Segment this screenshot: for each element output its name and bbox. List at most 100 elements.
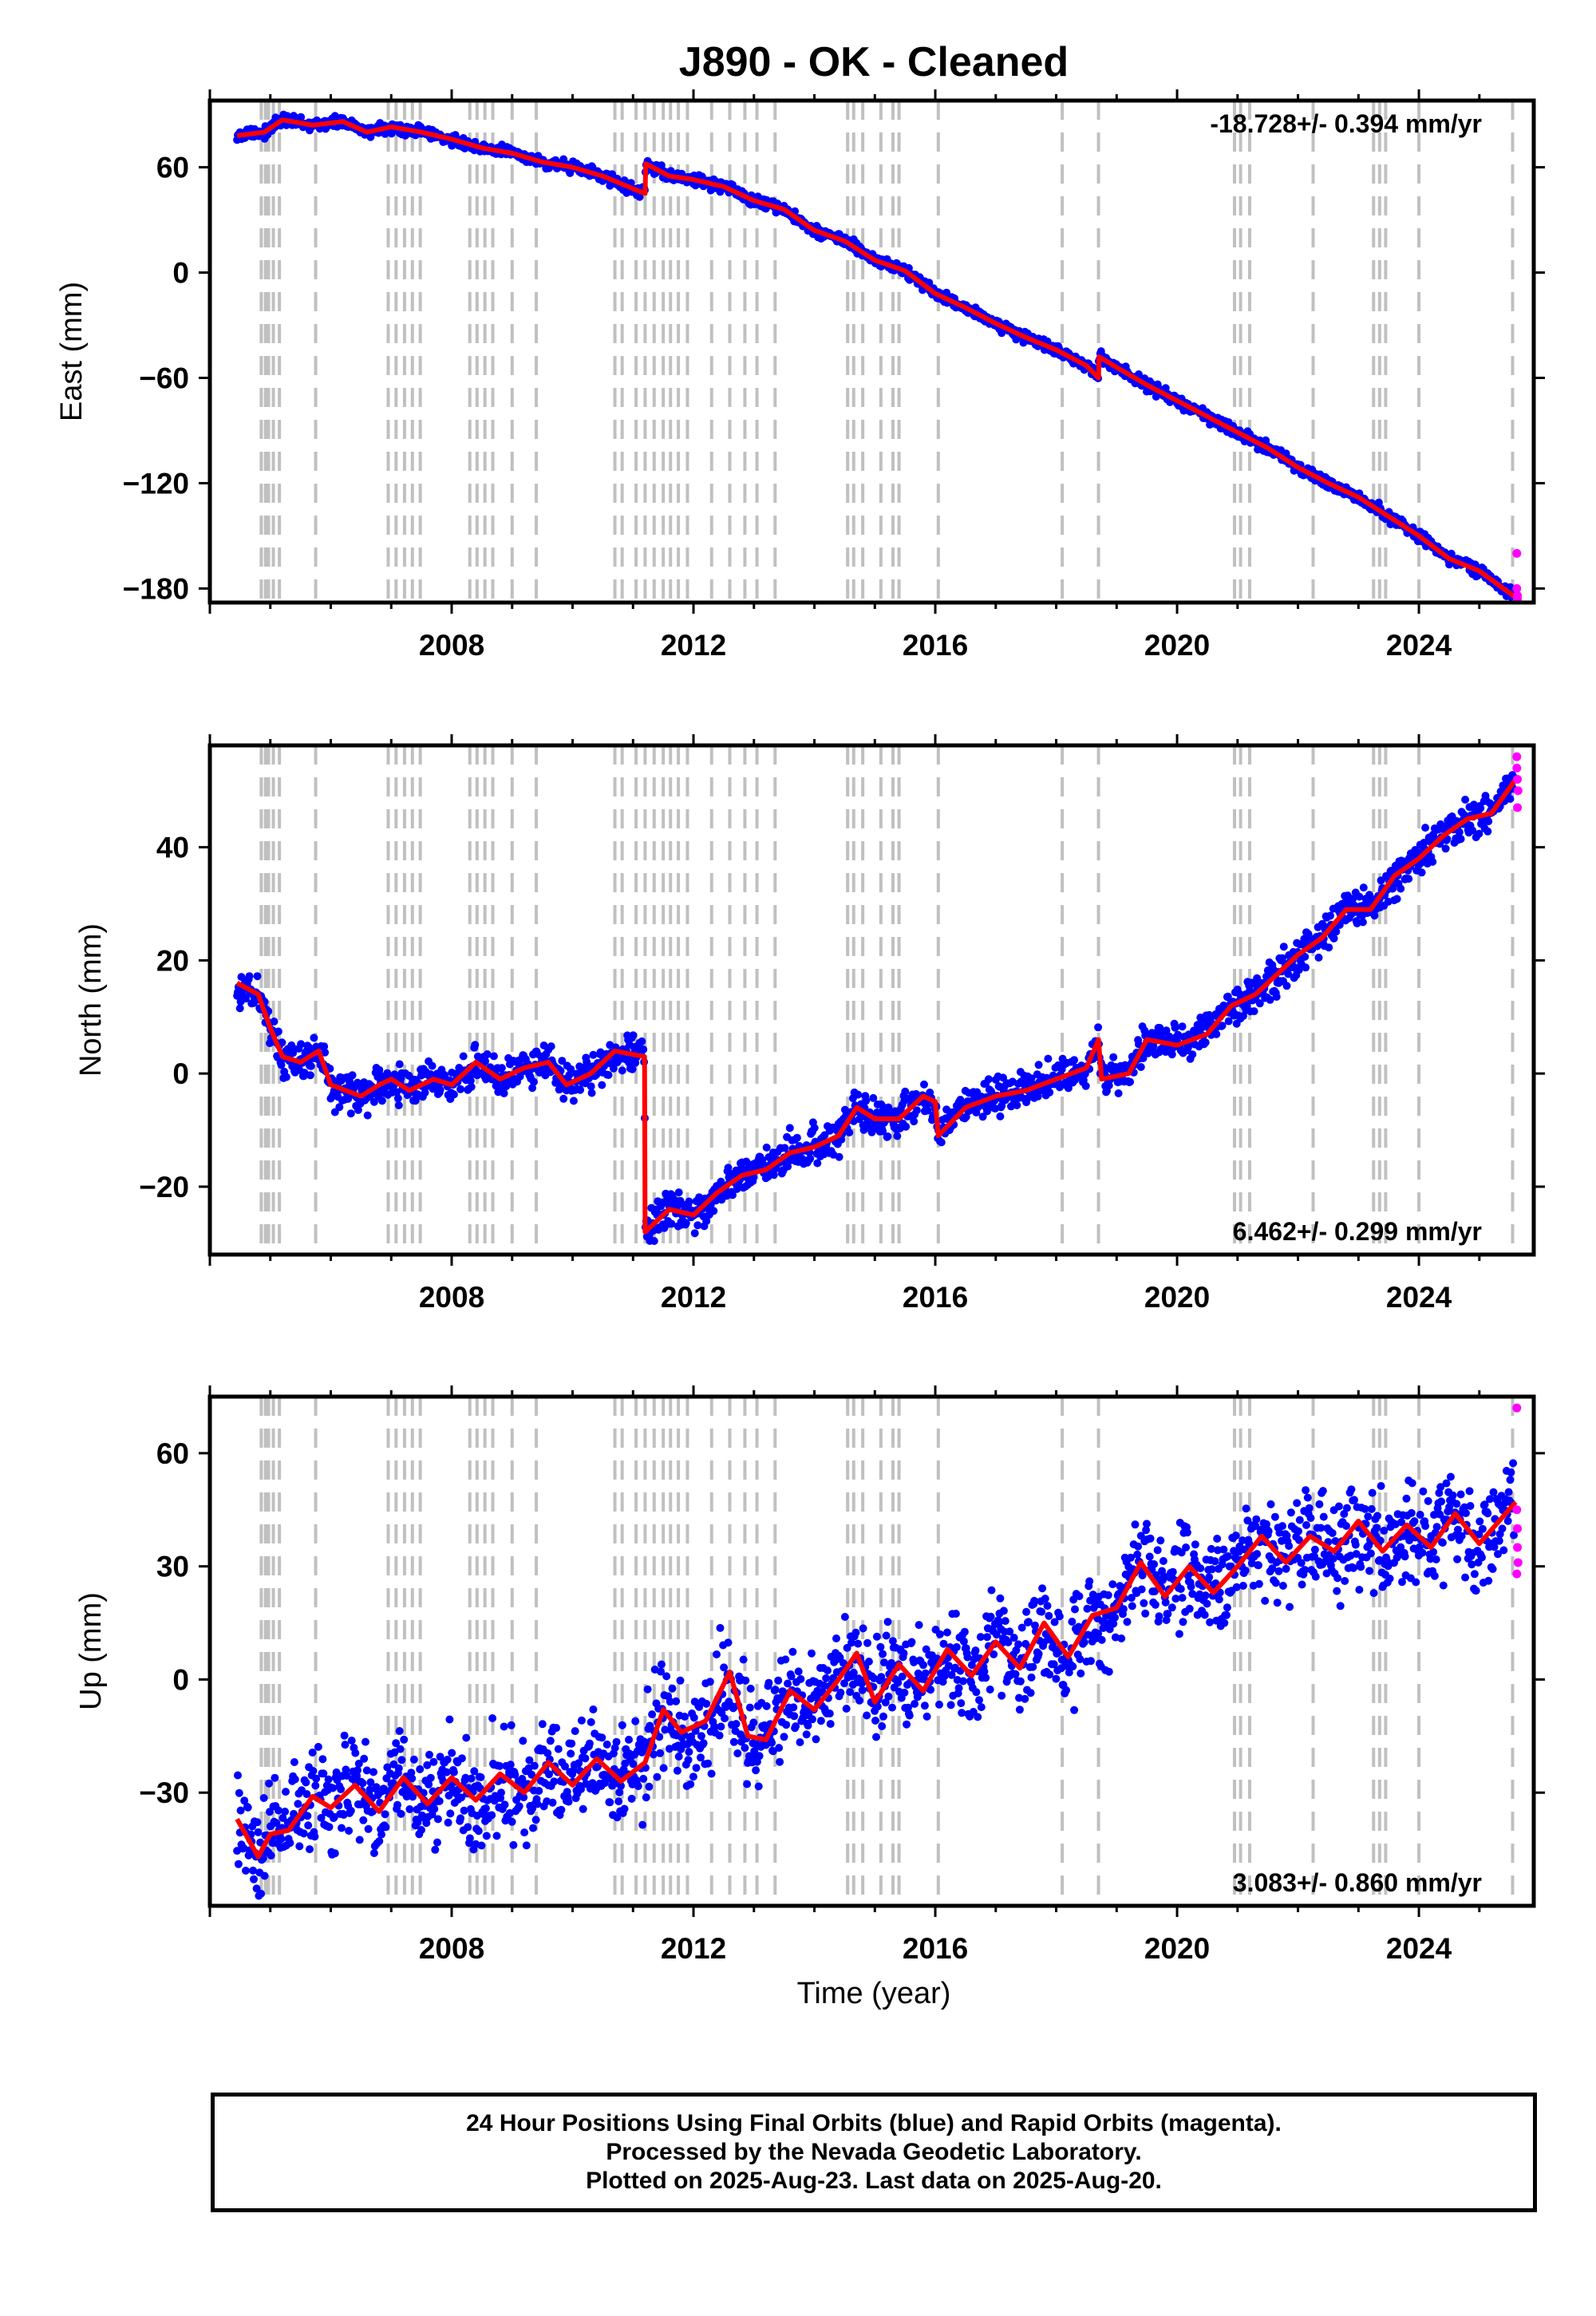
data-point [1016,1677,1025,1686]
data-point [904,1703,912,1712]
y-axis-label: East (mm) [55,282,89,421]
data-point [529,1077,538,1086]
rapid-orbit-point [1513,775,1523,785]
data-point [741,1676,750,1685]
data-point [615,1788,624,1796]
data-point [787,1672,796,1681]
data-point [393,1094,402,1103]
data-point [863,1638,871,1647]
data-point [489,1052,498,1061]
data-point [444,1818,452,1827]
data-point [958,1709,966,1717]
data-point [1167,1050,1176,1059]
data-point [1052,1674,1061,1683]
data-point [1027,1074,1036,1083]
data-point [496,1761,504,1770]
data-point [788,1647,797,1656]
data-point [302,1790,311,1798]
data-point [808,1649,816,1658]
data-point [1162,1026,1171,1035]
data-point [659,1764,668,1773]
data-point [733,1749,742,1757]
data-point [456,1814,465,1823]
data-point [739,1655,748,1664]
data-point [648,1710,657,1719]
plot-area [233,101,1523,603]
data-point [1043,1602,1052,1611]
data-point [1218,1022,1227,1030]
data-point [360,1754,369,1763]
data-point [681,1219,690,1227]
data-point [614,1797,623,1806]
data-point [732,1720,741,1729]
data-point [507,1721,516,1729]
data-point [963,1653,972,1662]
data-point [383,1069,392,1077]
data-point [974,1713,982,1721]
data-point [278,1038,286,1047]
rapid-orbit-point [1513,786,1523,796]
data-point [235,1788,243,1797]
data-point [271,1773,279,1782]
data-point [1428,857,1437,866]
data-point [581,1754,590,1763]
data-point [346,1806,355,1815]
data-point [579,1804,587,1813]
data-point [749,1718,758,1727]
data-point [1476,804,1485,812]
data-point [602,1740,611,1749]
data-point [436,1085,444,1094]
data-point [321,1048,330,1057]
data-point [650,1237,658,1245]
data-point [1417,868,1426,877]
data-point [752,1766,760,1775]
data-point [745,1703,754,1712]
data-point [383,1763,392,1772]
data-point [1005,1627,1014,1636]
data-point [903,1720,911,1729]
data-point [369,1849,378,1857]
data-point [423,1761,432,1769]
data-point [1030,1596,1039,1605]
data-point [881,1698,890,1707]
data-point [832,1634,840,1642]
data-point [587,1717,595,1726]
data-point [309,1767,318,1775]
data-point [702,1699,711,1708]
data-point [274,1027,282,1036]
data-point [674,1188,683,1197]
data-point [1284,970,1293,978]
data-point [842,1705,851,1713]
data-point [1455,828,1464,836]
data-point [983,1107,991,1116]
data-point [681,1713,689,1721]
data-point [457,1793,465,1802]
data-point [625,1735,633,1744]
data-point [684,1756,693,1765]
data-point [921,1669,930,1678]
data-point [951,1610,960,1618]
data-point [330,1849,339,1858]
data-point [920,1701,929,1710]
panel-frame [207,743,1536,1257]
data-point [661,1725,670,1734]
data-point [338,1824,346,1832]
data-point [576,1085,585,1094]
data-point [883,1132,892,1140]
data-point [1004,1638,1013,1646]
data-point [354,1766,361,1775]
data-point [1094,1023,1103,1032]
data-point [1021,1694,1029,1703]
data-point [1085,1577,1094,1586]
data-point [689,1773,697,1781]
data-point [354,1105,362,1114]
data-point [876,1642,885,1651]
data-point [567,1739,576,1748]
data-point [1420,839,1428,847]
data-point [792,1722,800,1731]
data-point [1065,1668,1073,1677]
data-point [733,1184,741,1193]
data-point [796,1674,805,1683]
data-point [836,1653,844,1662]
